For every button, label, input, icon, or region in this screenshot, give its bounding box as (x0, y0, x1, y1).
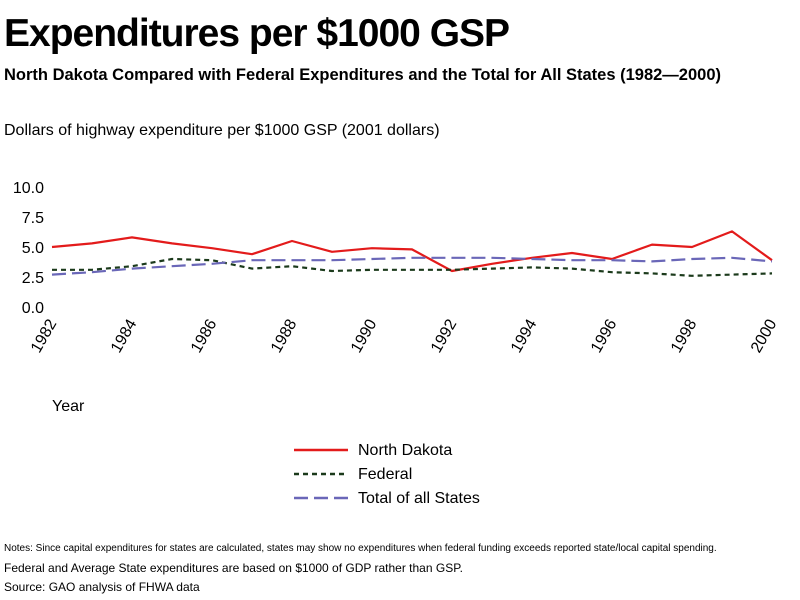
x-tick-label: 1992 (428, 316, 461, 355)
y-tick-label: 10.0 (13, 180, 44, 197)
y-tick-label: 2.5 (22, 270, 44, 287)
x-axis-label: Year (52, 398, 85, 415)
x-tick-label: 1984 (108, 316, 141, 355)
x-tick-label: 1998 (668, 316, 701, 355)
series-line-north-dakota (51, 230, 773, 273)
y-tick-label: 7.5 (22, 210, 44, 227)
chart-notes: Notes: Since capital expenditures for st… (4, 543, 717, 554)
legend-label-north-dakota: North Dakota (358, 442, 453, 459)
x-tick-label: 1982 (28, 316, 61, 355)
y-tick-label: 5.0 (22, 240, 44, 257)
y-axis-label: Dollars of highway expenditure per $1000… (4, 122, 440, 139)
legend-label-federal: Federal (358, 466, 413, 483)
chart-source: Source: GAO analysis of FHWA data (4, 580, 200, 594)
x-tick-label: 1990 (348, 316, 381, 355)
chart-note-gdp: Federal and Average State expenditures a… (4, 561, 463, 575)
legend-swatch-total-of-all-states (294, 496, 348, 500)
x-tick-label: 1988 (268, 316, 301, 355)
legend-swatch-north-dakota (294, 448, 348, 452)
legend-swatch-federal (294, 472, 348, 476)
series-line-federal (52, 257, 773, 277)
chart-title: Expenditures per $1000 GSP (4, 12, 510, 55)
x-tick-label: 2000 (748, 316, 781, 355)
legend-label-total-of-all-states: Total of all States (358, 490, 480, 507)
series-line-total-of-all-states (51, 256, 773, 276)
x-tick-label: 1986 (188, 316, 221, 355)
chart-subtitle: North Dakota Compared with Federal Expen… (4, 66, 721, 84)
x-tick-label: 1996 (588, 316, 621, 355)
y-tick-label: 0.0 (22, 300, 44, 317)
x-tick-label: 1994 (508, 316, 541, 355)
